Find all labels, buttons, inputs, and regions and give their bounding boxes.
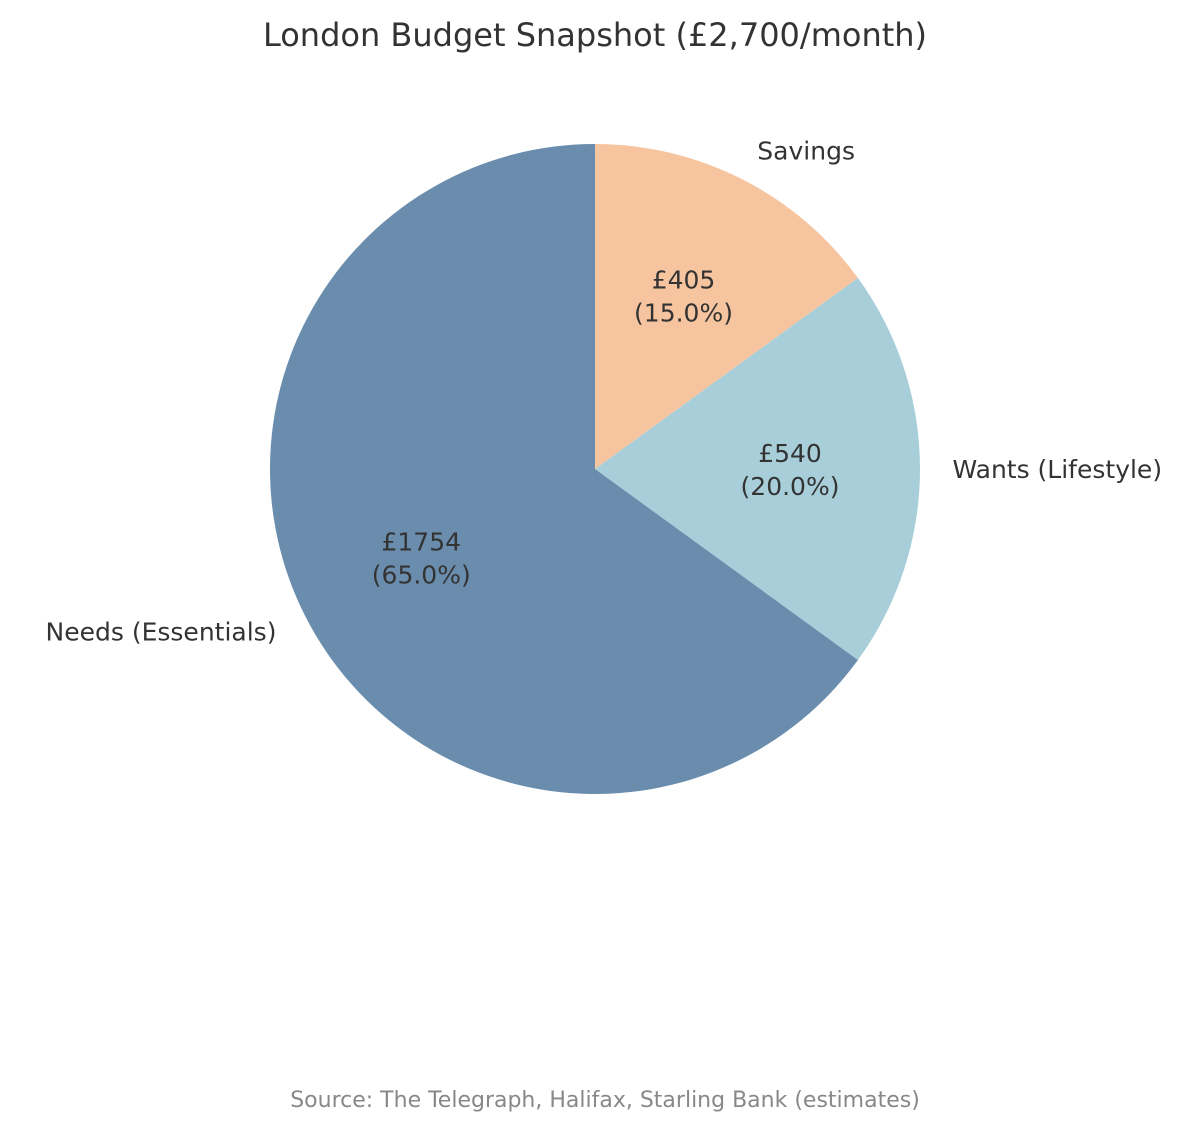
pie-slice-wants-lifestyle — [595, 277, 921, 661]
percent-label-needs-essentials: (65.0%) — [372, 561, 471, 590]
category-label-needs-essentials: Needs (Essentials) — [46, 617, 277, 646]
pie-slice-savings — [595, 144, 858, 469]
value-label-needs-essentials: £1754 — [381, 528, 461, 557]
source-note: Source: The Telegraph, Halifax, Starling… — [290, 1088, 920, 1113]
category-label-savings: Savings — [757, 136, 855, 165]
pie-slices — [269, 144, 921, 794]
value-label-savings: £405 — [652, 265, 716, 294]
pie-slice-needs-essentials — [269, 144, 858, 794]
percent-label-savings: (15.0%) — [634, 298, 733, 327]
category-label-wants-lifestyle: Wants (Lifestyle) — [953, 455, 1163, 484]
chart-title: London Budget Snapshot (£2,700/month) — [263, 16, 927, 54]
value-label-wants-lifestyle: £540 — [758, 439, 822, 468]
percent-label-wants-lifestyle: (20.0%) — [741, 472, 840, 501]
pie-labels: £405 (15.0%) Savings £540 (20.0%) Wants (Life… — [46, 136, 1163, 646]
